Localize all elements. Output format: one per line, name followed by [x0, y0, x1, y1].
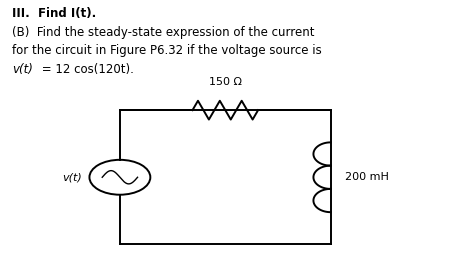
Text: 150 Ω: 150 Ω: [209, 77, 242, 87]
Text: for the circuit in Figure P6.32 if the voltage source is: for the circuit in Figure P6.32 if the v…: [12, 44, 322, 57]
Text: = 12 cos(120t).: = 12 cos(120t).: [38, 63, 134, 76]
Text: 200 mH: 200 mH: [345, 172, 389, 182]
Text: v(t): v(t): [12, 63, 33, 76]
Text: v(t): v(t): [63, 172, 82, 182]
Text: (B)  Find the steady-state expression of the current: (B) Find the steady-state expression of …: [12, 25, 315, 39]
Text: III.  Find I(t).: III. Find I(t).: [12, 7, 96, 20]
